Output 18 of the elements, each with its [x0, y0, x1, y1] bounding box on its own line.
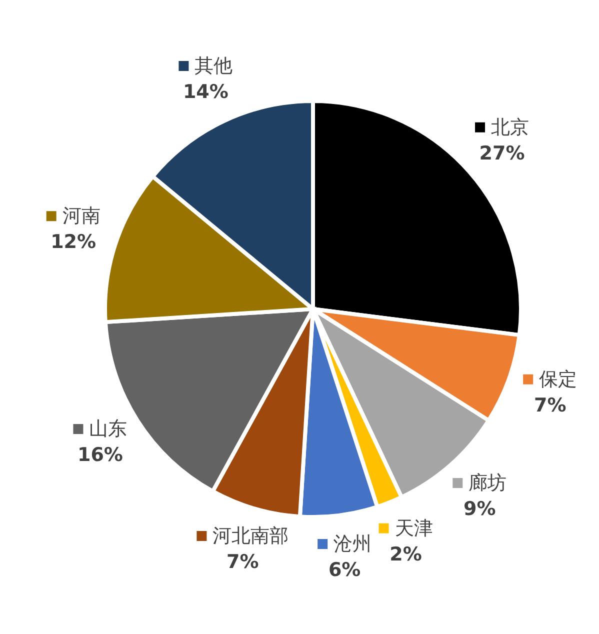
legend-label: 北京: [491, 116, 530, 138]
legend-label: 河南: [62, 205, 100, 228]
legend-label: 其他: [194, 54, 233, 77]
legend-label: 河北南部: [212, 524, 289, 547]
data-label: 27%: [479, 142, 525, 164]
legend-label: 保定: [539, 368, 578, 390]
data-label: 14%: [182, 80, 228, 103]
data-label: 7%: [226, 550, 259, 573]
data-label: 7%: [534, 394, 566, 416]
data-label: 2%: [390, 543, 422, 566]
data-label: 9%: [464, 498, 496, 520]
data-label: 12%: [50, 231, 96, 254]
legend-label: 廊坊: [468, 472, 507, 494]
legend-label: 沧州: [334, 533, 372, 556]
data-label: 6%: [328, 559, 361, 582]
legend-label: 山东: [89, 418, 128, 440]
data-label: 16%: [77, 444, 123, 466]
legend-label: 天津: [394, 517, 433, 540]
